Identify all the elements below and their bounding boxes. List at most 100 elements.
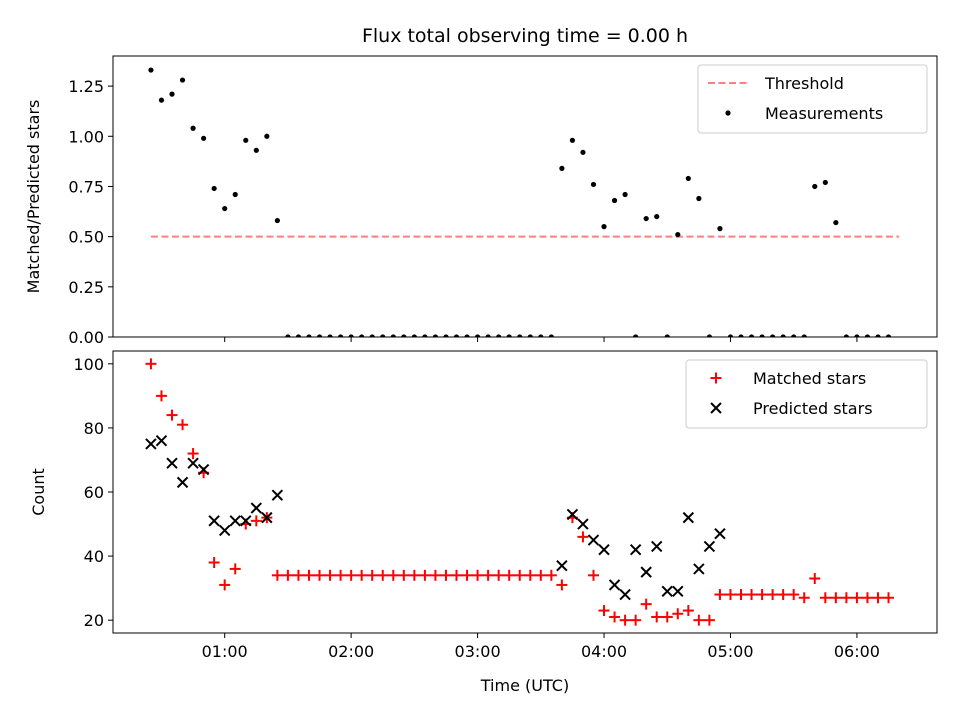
measurement-point <box>348 334 354 337</box>
ratio-panel: 0.00 0.25 0.50 0.75 1.00 1.25 Matched/Predicte… <box>24 55 938 347</box>
predicted-point-b <box>693 563 705 575</box>
legend: Matched stars Predicted stars <box>685 359 928 429</box>
x-axis-title: Time (UTC) <box>480 676 569 695</box>
predicted-point <box>145 438 157 450</box>
predicted-point-b <box>619 588 631 601</box>
matched-point <box>177 419 189 431</box>
measurement-point <box>727 334 734 337</box>
measurement-point <box>696 195 702 202</box>
matched-point <box>661 611 673 623</box>
predicted-point-b <box>271 489 284 501</box>
matched-point <box>419 569 431 581</box>
matched-point <box>609 611 621 623</box>
measurement-point <box>432 334 439 337</box>
matched-point <box>145 358 157 370</box>
measurement-point <box>506 334 512 337</box>
predicted-point <box>682 511 695 524</box>
predicted-point-b <box>187 457 199 469</box>
matched-point <box>514 569 526 581</box>
predicted-point <box>608 579 621 591</box>
predicted-point <box>619 588 631 601</box>
matched-point <box>155 390 167 402</box>
legend-label: Matched stars <box>753 369 866 388</box>
matched-point <box>461 569 473 581</box>
measurement-point <box>611 197 618 204</box>
x-tick-label: 02:00 <box>328 642 374 661</box>
x-tick-label: 05:00 <box>707 642 753 661</box>
measurement-point <box>654 213 660 220</box>
measurement-point <box>264 133 270 139</box>
matched-point <box>503 569 515 581</box>
matched-point <box>429 569 441 581</box>
predicted-point-b <box>250 502 263 514</box>
measurement-point <box>580 149 586 155</box>
matched-point <box>756 589 768 601</box>
measurement-point <box>517 334 523 337</box>
predicted-point <box>587 534 600 546</box>
measurement-point <box>316 334 323 337</box>
predicted-point-b <box>598 543 610 556</box>
measurement-point <box>822 179 828 186</box>
measurement-point <box>327 334 333 337</box>
legend-label: Threshold <box>764 74 844 93</box>
measurement-point <box>717 226 723 232</box>
matched-point <box>229 563 241 575</box>
matched-point <box>714 589 726 601</box>
predicted-point-b <box>218 524 231 537</box>
matched-point <box>545 569 557 581</box>
measurement-point <box>780 334 786 337</box>
predicted-point <box>197 463 210 476</box>
matched-point <box>809 573 821 585</box>
measurement-point <box>875 334 881 337</box>
matched-point <box>377 569 389 581</box>
matched-point <box>451 569 463 581</box>
y-tick-label: 20 <box>84 611 104 630</box>
measurement-point <box>401 334 407 337</box>
matched-point <box>524 569 536 581</box>
measurement-point <box>443 334 449 337</box>
matched-point <box>366 569 378 581</box>
plot-frame <box>112 350 938 634</box>
measurement-point <box>685 175 691 182</box>
measurement-point <box>338 334 344 337</box>
chart-title: Flux total observing time = 0.00 h <box>362 25 688 47</box>
measurement-point <box>675 232 681 238</box>
measurement-point <box>843 334 849 337</box>
predicted-point <box>250 502 263 514</box>
matched-point <box>208 557 220 568</box>
matched-point <box>556 579 568 591</box>
matched-point <box>292 569 304 581</box>
measurement-point <box>359 334 365 337</box>
predicted-point-b <box>208 515 220 527</box>
y-tick-label: 1.25 <box>68 77 104 96</box>
measurement-point <box>569 137 576 143</box>
predicted-point-b <box>166 457 178 469</box>
matched-point <box>640 598 652 610</box>
predicted-point <box>155 435 168 447</box>
x-tick-label: 06:00 <box>834 642 880 661</box>
matched-point <box>250 515 262 527</box>
y-tick-label: 60 <box>84 483 104 502</box>
matched-point <box>335 569 347 581</box>
measurement-point <box>706 334 712 337</box>
y-tick-label: 40 <box>84 547 104 566</box>
matched-point <box>735 589 747 601</box>
predicted-point <box>176 476 189 489</box>
predicted-point <box>714 527 726 540</box>
measurement-point <box>664 334 670 337</box>
matched-point <box>746 589 758 601</box>
predicted-point-b <box>176 476 189 489</box>
predicted-point-b <box>587 534 600 546</box>
matched-point <box>798 592 810 604</box>
measurement-point <box>474 334 481 337</box>
measurement-point <box>590 181 597 188</box>
measurement-point <box>295 334 302 337</box>
measurement-point <box>201 135 207 141</box>
predicted-point <box>672 585 684 598</box>
predicted-point-b <box>640 566 652 578</box>
measurement-point <box>422 334 428 337</box>
measurement-point <box>158 97 165 103</box>
legend-swatch <box>725 110 731 116</box>
predicted-point-b <box>714 527 726 540</box>
